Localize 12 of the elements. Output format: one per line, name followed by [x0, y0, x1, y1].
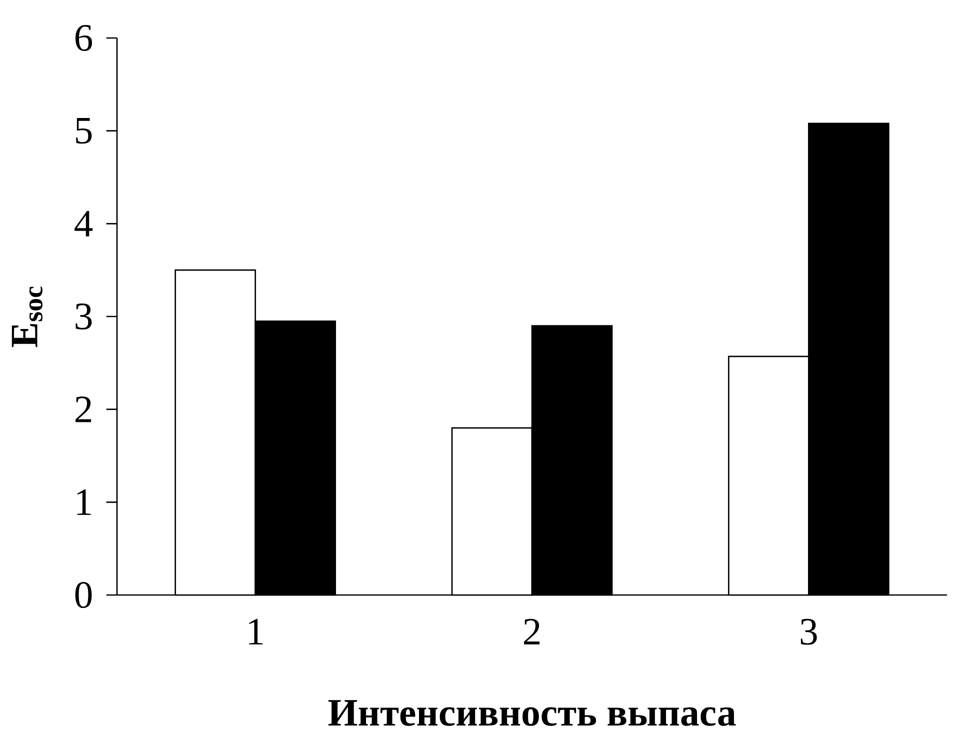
y-tick-label: 6 — [76, 25, 92, 51]
x-tick-label: 1 — [249, 618, 263, 644]
y-tick-label: 4 — [74, 210, 93, 236]
x-tick-label: 3 — [800, 618, 817, 645]
y-tick-label: 5 — [76, 118, 92, 144]
y-tick-label: 0 — [75, 582, 92, 608]
x-tick-label: 2 — [524, 618, 540, 644]
y-tick-label: 3 — [76, 304, 92, 330]
y-tick-label: 1 — [77, 489, 91, 515]
y-axis-title: E$_{soc}$ — [12, 286, 42, 348]
y-tick-label: 2 — [76, 396, 92, 422]
x-axis-title: Интенсивность выпаса — [328, 700, 736, 726]
